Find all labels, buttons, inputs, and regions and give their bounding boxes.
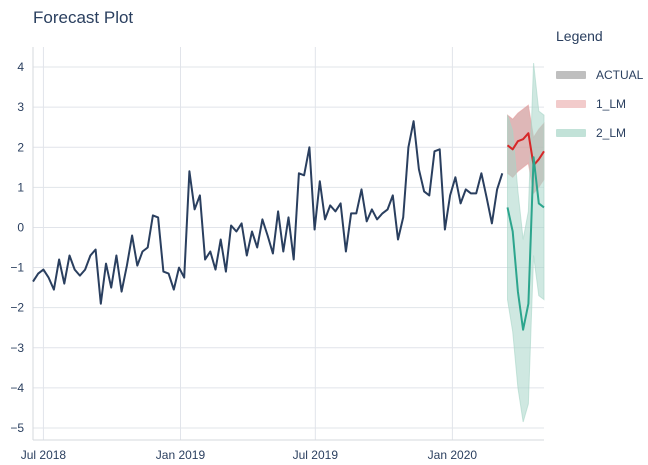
x-tick-label: Jan 2020 — [428, 448, 478, 462]
series-lines — [32, 120, 545, 331]
line-2-lm — [506, 156, 545, 331]
x-tick-label: Jul 2018 — [21, 448, 67, 462]
legend-label: 1_LM — [596, 96, 627, 111]
line-1-lm — [506, 132, 545, 167]
y-tick-label: −2 — [10, 301, 24, 315]
band-2-lm — [507, 62, 545, 423]
x-tick-label: Jul 2019 — [293, 448, 339, 462]
legend-item-1-lm[interactable]: 1_LM — [556, 89, 648, 118]
legend-label: 2_LM — [596, 125, 627, 140]
y-tick-label: 4 — [17, 60, 24, 74]
y-tick-label: 3 — [17, 100, 24, 114]
legend-label: ACTUAL — [596, 67, 644, 82]
chart-title: Forecast Plot — [33, 8, 134, 27]
y-tick-label: 1 — [17, 180, 24, 194]
legend-item-2-lm[interactable]: 2_LM — [556, 118, 648, 147]
y-tick-label: −5 — [10, 421, 24, 435]
legend-title: Legend — [556, 28, 603, 44]
legend-swatch-1-lm — [556, 99, 586, 108]
legend-swatch-actual — [556, 70, 586, 79]
legend[interactable]: Legend ACTUAL 1_LM 2_LM — [556, 28, 648, 147]
legend-item-actual[interactable]: ACTUAL — [556, 60, 648, 89]
y-tick-label: −3 — [10, 341, 24, 355]
y-tick-label: 2 — [17, 140, 24, 154]
y-tick-label: −1 — [10, 261, 24, 275]
x-tick-label: Jan 2019 — [156, 448, 206, 462]
y-tick-label: 0 — [17, 220, 24, 234]
legend-swatch-2-lm — [556, 128, 586, 137]
grid-lines — [32, 47, 544, 441]
y-tick-label: −4 — [10, 381, 24, 395]
axis-labels: 4 3 2 1 0 −1 −2 −3 −4 −5 Jul 2018 Jan 2019 Jul 2019 J… — [10, 60, 477, 462]
line-actual — [32, 120, 504, 305]
